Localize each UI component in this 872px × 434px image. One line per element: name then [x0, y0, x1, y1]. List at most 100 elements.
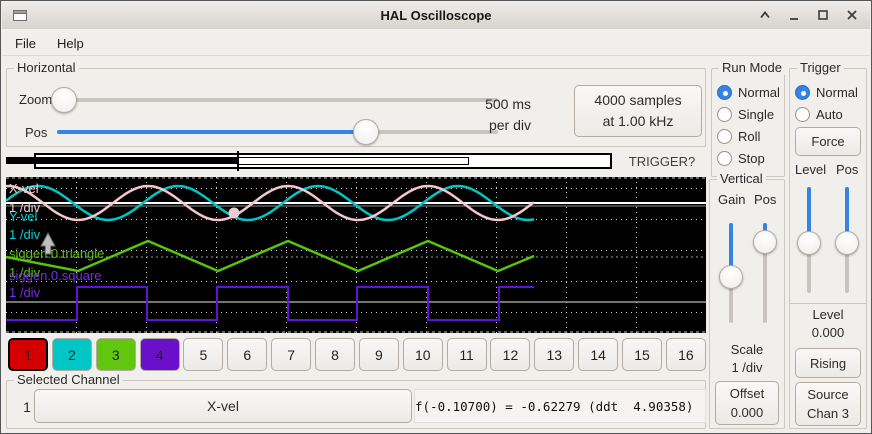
trigger-divider	[790, 303, 866, 304]
trigger-pos-slider[interactable]	[834, 187, 860, 293]
scope-display[interactable]: X-vel 1 /div Y-vel 1 /div siggen.0.triangle 1…	[5, 177, 706, 333]
radio-label: Roll	[738, 129, 761, 144]
channel-button-15[interactable]: 15	[622, 338, 663, 371]
scope-label: siggen.0.triangle	[9, 246, 104, 261]
channel-button-16[interactable]: 16	[665, 338, 706, 371]
scope-label: 1 /div	[9, 265, 41, 280]
shade-icon[interactable]	[757, 7, 773, 23]
channel-button-4[interactable]: 4	[139, 338, 180, 371]
title-bar[interactable]: HAL Oscilloscope	[2, 2, 870, 30]
channel-button-9[interactable]: 9	[358, 338, 399, 371]
channel-button-1[interactable]: 1	[8, 338, 48, 371]
vertical-pos-slider[interactable]	[752, 223, 778, 323]
vertical-panel-label: Vertical	[717, 171, 766, 186]
run-mode-roll[interactable]: Roll	[717, 129, 780, 144]
slider-handle[interactable]	[51, 87, 77, 113]
record-view-region	[238, 157, 469, 165]
slider-track[interactable]	[763, 223, 767, 323]
run-mode-panel: Run Mode	[711, 60, 785, 177]
menu-bar: File Help	[2, 29, 870, 56]
trigger-mode-auto[interactable]: Auto	[795, 107, 858, 122]
channel-button-11[interactable]: 11	[446, 338, 487, 371]
selected-channel-number: 1	[23, 399, 31, 415]
trigger-level-slider[interactable]	[796, 187, 822, 293]
time-per-div-line2: per div	[488, 117, 531, 133]
vertical-scale-value: 1 /div	[731, 360, 763, 375]
slider-track[interactable]	[53, 98, 498, 102]
window-icon	[12, 8, 28, 28]
radio-icon[interactable]	[717, 107, 732, 122]
trigger-status-label: TRIGGER?	[628, 154, 696, 169]
trigger-source-button[interactable]: Source Chan 3	[795, 382, 861, 426]
trace-siggen.0.triangle	[5, 239, 535, 273]
slider-handle[interactable]	[753, 229, 777, 254]
scope-label: Y-vel	[9, 209, 38, 224]
vertical-offset-line1: Offset	[729, 386, 765, 401]
cursor-arrow-icon	[40, 231, 56, 255]
channel-button-7[interactable]: 7	[271, 338, 312, 371]
slider-handle[interactable]	[719, 265, 743, 290]
run-mode-panel-label: Run Mode	[719, 60, 785, 75]
time-per-div: 500 ms per div	[453, 94, 531, 136]
menu-file[interactable]: File	[15, 36, 36, 51]
slider-fill	[57, 130, 366, 134]
sample-rate-button[interactable]: 4000 samples at 1.00 kHz	[574, 85, 702, 137]
selected-channel-panel: Selected Channel	[6, 372, 706, 429]
channel-button-8[interactable]: 8	[315, 338, 356, 371]
slider-handle[interactable]	[797, 231, 821, 256]
scope-label: siggen.0.square	[9, 268, 102, 283]
channel-button-14[interactable]: 14	[578, 338, 619, 371]
trace-X-vel	[5, 184, 535, 222]
menu-help[interactable]: Help	[57, 36, 84, 51]
slider-fill	[845, 187, 849, 244]
vertical-scale-label: Scale	[730, 342, 764, 357]
run-mode-single[interactable]: Single	[717, 107, 780, 122]
run-mode-normal[interactable]: Normal	[717, 85, 780, 100]
radio-icon[interactable]	[717, 85, 732, 100]
trigger-level-value: 0.000	[811, 325, 845, 340]
slider-handle[interactable]	[835, 231, 859, 256]
vertical-panel: Vertical	[709, 171, 785, 429]
maximize-icon[interactable]	[815, 7, 831, 23]
trigger-level-col-label: Level	[795, 162, 827, 177]
vertical-gain-slider[interactable]	[718, 223, 744, 323]
vertical-offset-line2: 0.000	[730, 405, 764, 420]
scope-label: 1 /div	[9, 227, 41, 242]
trigger-mode-normal[interactable]: Normal	[795, 85, 858, 100]
channel-button-12[interactable]: 12	[490, 338, 531, 371]
channel-button-2[interactable]: 2	[51, 338, 92, 371]
radio-icon[interactable]	[795, 85, 810, 100]
scope-label: X-vel	[9, 181, 39, 196]
close-icon[interactable]	[844, 7, 860, 23]
channel-button-row: 1 2 3 4 5 6 7 8 9 10 11 12 13 14 15 16	[8, 338, 706, 371]
channel-button-10[interactable]: 10	[402, 338, 443, 371]
sample-rate-line2: at 1.00 kHz	[602, 113, 674, 129]
trigger-source-line1: Source	[807, 387, 849, 402]
zoom-slider-label: Zoom	[19, 92, 53, 107]
radio-icon[interactable]	[717, 151, 732, 166]
radio-label: Stop	[738, 151, 765, 166]
record-trigger-tick	[237, 151, 239, 171]
scope-label: 1 /div	[9, 200, 41, 215]
radio-label: Auto	[816, 107, 843, 122]
force-trigger-button[interactable]: Force	[795, 127, 861, 156]
vertical-offset-button[interactable]: Offset 0.000	[715, 381, 779, 425]
trigger-edge-button[interactable]: Rising	[795, 348, 861, 378]
radio-icon[interactable]	[795, 107, 810, 122]
horizontal-pos-slider[interactable]	[57, 119, 498, 145]
slider-handle[interactable]	[352, 119, 379, 145]
sample-marker[interactable]	[228, 207, 240, 219]
radio-icon[interactable]	[717, 129, 732, 144]
selected-channel-button[interactable]: X-vel	[34, 389, 412, 423]
horizontal-zoom-slider[interactable]	[51, 87, 498, 113]
channel-button-6[interactable]: 6	[227, 338, 268, 371]
channel-button-3[interactable]: 3	[95, 338, 136, 371]
radio-label: Normal	[738, 85, 780, 100]
run-mode-stop[interactable]: Stop	[717, 151, 780, 166]
trigger-pos-col-label: Pos	[836, 162, 859, 177]
minimize-icon[interactable]	[786, 7, 802, 23]
pos-slider-label: Pos	[25, 125, 48, 140]
channel-button-5[interactable]: 5	[183, 338, 224, 371]
channel-button-13[interactable]: 13	[534, 338, 575, 371]
